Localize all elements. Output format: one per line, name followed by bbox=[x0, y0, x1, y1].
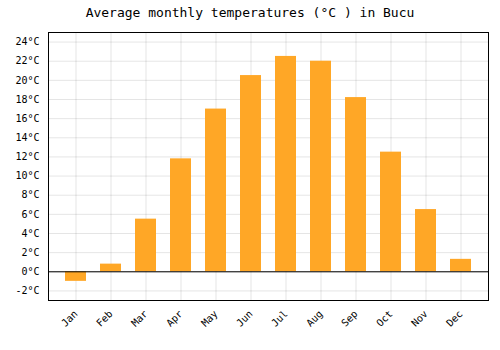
svg-text:18°C: 18°C bbox=[15, 94, 39, 105]
svg-text:Dec: Dec bbox=[444, 308, 465, 329]
svg-text:Feb: Feb bbox=[94, 308, 115, 329]
svg-text:12°C: 12°C bbox=[15, 151, 39, 162]
svg-text:6°C: 6°C bbox=[21, 209, 39, 220]
svg-text:8°C: 8°C bbox=[21, 189, 39, 200]
svg-text:-2°C: -2°C bbox=[15, 285, 39, 296]
svg-text:14°C: 14°C bbox=[15, 132, 39, 143]
svg-text:22°C: 22°C bbox=[15, 55, 39, 66]
svg-text:24°C: 24°C bbox=[15, 36, 39, 47]
svg-text:2°C: 2°C bbox=[21, 247, 39, 258]
svg-text:10°C: 10°C bbox=[15, 170, 39, 181]
svg-text:Jul: Jul bbox=[269, 308, 290, 329]
svg-text:16°C: 16°C bbox=[15, 113, 39, 124]
svg-text:Jun: Jun bbox=[234, 308, 255, 329]
svg-text:Sep: Sep bbox=[339, 308, 360, 329]
svg-text:4°C: 4°C bbox=[21, 228, 39, 239]
svg-text:Aug: Aug bbox=[304, 308, 325, 329]
svg-text:Jan: Jan bbox=[59, 308, 80, 329]
svg-text:Oct: Oct bbox=[374, 308, 395, 329]
html-text:Average monthly temperatures (: Average monthly temperatures (°C ) in Bu… bbox=[85, 5, 415, 20]
svg-text:Mar: Mar bbox=[129, 308, 150, 329]
svg-text:0°C: 0°C bbox=[21, 266, 39, 277]
svg-text:Apr: Apr bbox=[164, 308, 185, 329]
svg-text:Nov: Nov bbox=[409, 308, 430, 329]
svg-text:May: May bbox=[199, 308, 220, 329]
svg-text:20°C: 20°C bbox=[15, 75, 39, 86]
